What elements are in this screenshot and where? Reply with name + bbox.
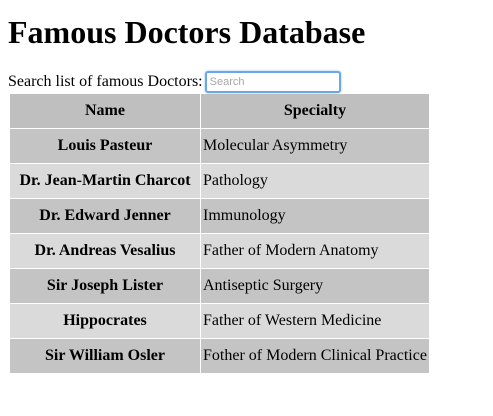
doctor-name-cell: Louis Pasteur [10, 129, 200, 163]
search-input[interactable] [204, 71, 341, 93]
doctor-specialty-cell: Father of Western Medicine [201, 304, 429, 338]
doctor-specialty-cell: Fother of Modern Clinical Practice [201, 339, 429, 373]
doctor-specialty-cell: Father of Modern Anatomy [201, 234, 429, 268]
table-row: Hippocrates Father of Western Medicine [10, 304, 429, 338]
doctor-name-cell: Hippocrates [10, 304, 200, 338]
search-label: Search list of famous Doctors: [8, 73, 203, 90]
column-header-name[interactable]: Name [10, 94, 200, 128]
table-row: Dr. Edward Jenner Immunology [10, 199, 429, 233]
search-row: Search list of famous Doctors: [8, 71, 341, 93]
doctor-name-cell: Sir William Osler [10, 339, 200, 373]
doctor-specialty-cell: Molecular Asymmetry [201, 129, 429, 163]
doctor-name-cell: Dr. Jean-Martin Charcot [10, 164, 200, 198]
column-header-specialty[interactable]: Specialty [201, 94, 429, 128]
table-row: Sir William Osler Fother of Modern Clini… [10, 339, 429, 373]
page-title: Famous Doctors Database [8, 14, 366, 50]
table-row: Dr. Jean-Martin Charcot Pathology [10, 164, 429, 198]
doctor-specialty-cell: Pathology [201, 164, 429, 198]
table-row: Dr. Andreas Vesalius Father of Modern An… [10, 234, 429, 268]
doctor-name-cell: Dr. Andreas Vesalius [10, 234, 200, 268]
table-row: Sir Joseph Lister Antiseptic Surgery [10, 269, 429, 303]
table-header-row: Name Specialty [10, 94, 429, 128]
doctors-table: Name Specialty Louis Pasteur Molecular A… [9, 93, 430, 374]
doctor-name-cell: Sir Joseph Lister [10, 269, 200, 303]
doctor-specialty-cell: Immunology [201, 199, 429, 233]
doctor-specialty-cell: Antiseptic Surgery [201, 269, 429, 303]
table-row: Louis Pasteur Molecular Asymmetry [10, 129, 429, 163]
doctor-name-cell: Dr. Edward Jenner [10, 199, 200, 233]
